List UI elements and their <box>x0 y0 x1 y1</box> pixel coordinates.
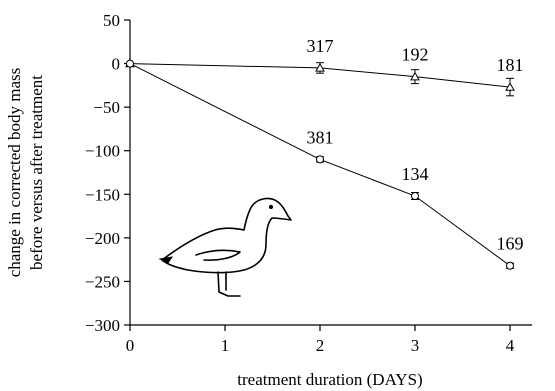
series-layer <box>125 58 515 270</box>
circle-point <box>126 59 134 68</box>
y-tick-label: −100 <box>85 142 120 161</box>
y-tick-label: 0 <box>112 55 121 74</box>
y-axis-title-line: change in corrected body mass <box>5 68 24 278</box>
data-label: 317 <box>307 36 334 56</box>
data-label: 181 <box>497 55 524 75</box>
y-tick-label: −150 <box>85 185 120 204</box>
x-tick-label: 1 <box>221 336 230 355</box>
data-label: 169 <box>497 234 524 254</box>
series-circle-line <box>129 63 511 267</box>
x-tick-label: 4 <box>506 336 515 355</box>
y-tick-label: −50 <box>93 98 120 117</box>
y-tick-label: −200 <box>85 229 120 248</box>
x-tick-label: 0 <box>126 336 135 355</box>
triangle-point <box>315 62 325 72</box>
triangle-point <box>410 71 420 81</box>
circle-point <box>316 155 324 164</box>
y-tick-label: −300 <box>85 316 120 335</box>
data-label: 192 <box>402 45 429 65</box>
data-label: 381 <box>307 127 334 147</box>
data-labels: 317 192 181 381 134 169 <box>307 36 524 254</box>
circle-point <box>411 192 419 201</box>
axes: 50 0 −50 −100 −150 −200 −250 −300 0 1 2 3 4 treatment… <box>5 11 532 389</box>
circle-point <box>506 261 514 270</box>
series-triangle-line <box>129 63 511 88</box>
y-tick-label: −250 <box>85 272 120 291</box>
triangle-point <box>505 82 515 91</box>
data-label: 134 <box>402 164 429 184</box>
x-tick-label: 2 <box>316 336 325 355</box>
x-tick-label: 3 <box>411 336 420 355</box>
y-axis-title-line: before versus after treatment <box>27 75 46 270</box>
x-axis-title: treatment duration (DAYS) <box>237 370 422 389</box>
duck-illustration <box>158 197 292 297</box>
y-tick-label: 50 <box>103 11 120 30</box>
